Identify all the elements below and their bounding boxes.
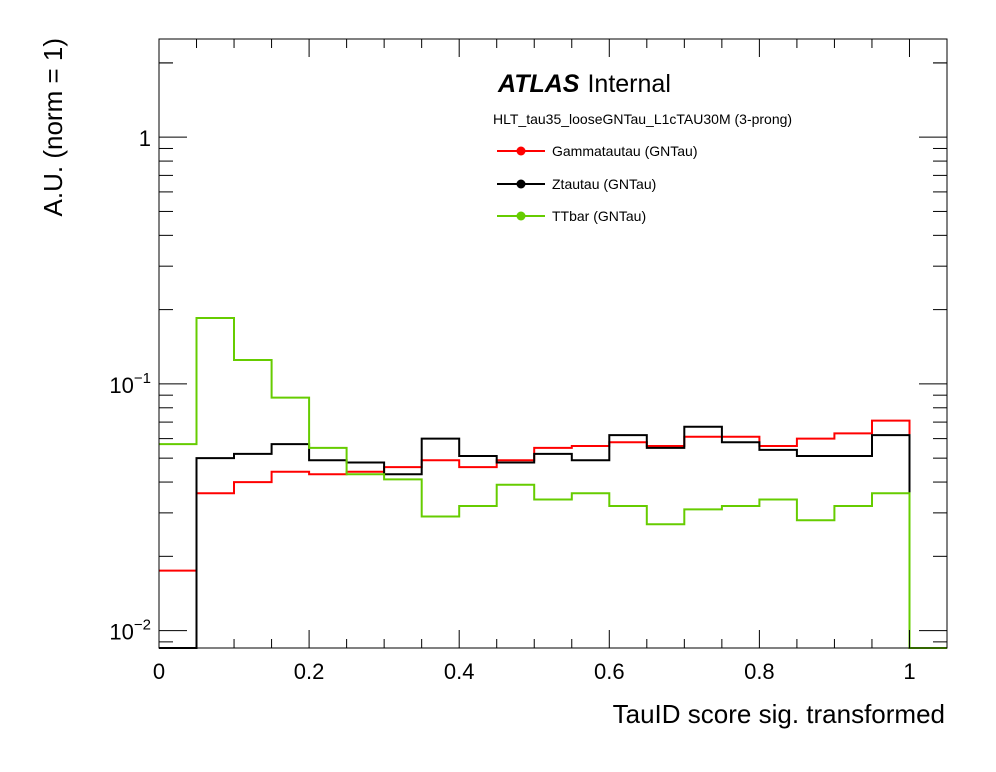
x-tick-label: 0.2 <box>294 659 325 684</box>
y-tick-label: 1 <box>139 126 151 151</box>
plot-frame <box>158 38 948 649</box>
y-tick-label: 10−1 <box>109 370 151 398</box>
legend: Gammatautau (GNTau) Ztautau (GNTau) TTbar … <box>497 143 698 224</box>
series-line-2 <box>159 425 947 649</box>
legend-label-1: Gammatautau (GNTau) <box>552 143 698 159</box>
series-line-3 <box>159 317 947 649</box>
x-tick-label: 1 <box>903 659 915 684</box>
legend-marker-1 <box>516 146 526 156</box>
atlas-label: ATLAS Internal <box>497 70 671 98</box>
y-tick-label: 10−2 <box>109 617 151 645</box>
x-axis-label: TauID score sig. transformed <box>613 699 945 729</box>
x-tick-label: 0.4 <box>444 659 475 684</box>
x-tick-label: 0.6 <box>594 659 625 684</box>
trigger-label: HLT_tau35_looseGNTau_L1cTAU30M (3-prong) <box>493 111 792 127</box>
series-layer <box>159 317 947 649</box>
x-tick-label: 0 <box>153 659 165 684</box>
x-tick-label: 0.8 <box>744 659 775 684</box>
legend-label-2: Ztautau (GNTau) <box>552 176 656 192</box>
tick-layer <box>158 39 948 648</box>
y-axis-label: A.U. (norm = 1) <box>38 38 68 216</box>
tick-label-layer: 0 0.2 0.4 0.6 0.8 1 10−2 10−1 1 <box>109 126 915 684</box>
legend-marker-3 <box>516 211 526 221</box>
legend-label-3: TTbar (GNTau) <box>552 208 646 224</box>
atlas-status: Internal <box>587 70 670 98</box>
series-line-1 <box>159 419 947 649</box>
atlas-label-bold: ATLAS <box>497 70 580 98</box>
legend-marker-2 <box>516 179 526 189</box>
